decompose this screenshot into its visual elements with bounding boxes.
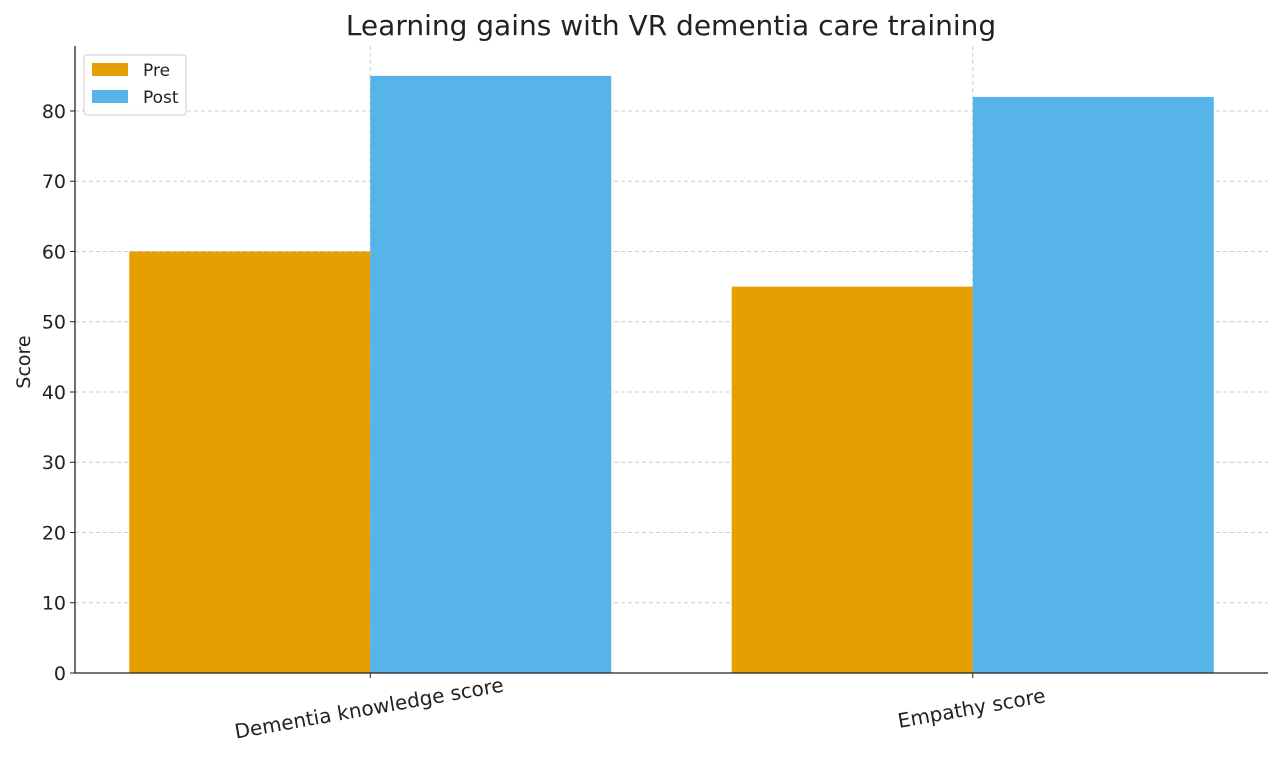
y-tick-label: 10	[42, 593, 66, 615]
legend-label-pre: Pre	[143, 61, 170, 81]
legend-items: Pre Post	[92, 61, 179, 108]
y-axis-label: Score	[13, 335, 35, 388]
y-tick-label: 0	[54, 663, 66, 685]
legend-swatch-pre	[92, 63, 128, 76]
bars-layer	[129, 75, 1214, 674]
y-tick-label: 20	[42, 522, 66, 544]
bar-post-1	[370, 75, 612, 674]
bar-pre-1	[129, 251, 371, 673]
bar-post-2	[972, 96, 1214, 674]
y-tick-label: 30	[42, 452, 66, 474]
bar-pre-2	[731, 286, 973, 673]
y-tick-label: 70	[42, 171, 66, 193]
y-tick-label: 40	[42, 382, 66, 404]
y-tick-label: 80	[42, 101, 66, 123]
x-tick-label: Dementia knowledge score	[233, 673, 506, 744]
y-tick-label: 50	[42, 312, 66, 334]
legend-label-post: Post	[143, 88, 179, 108]
legend-swatch-post	[92, 90, 128, 103]
y-tick-label: 60	[42, 241, 66, 263]
chart-title: Learning gains with VR dementia care tra…	[346, 9, 996, 42]
x-tick-label: Empathy score	[896, 683, 1047, 733]
legend: Pre Post	[83, 54, 187, 116]
axes-layer	[74, 46, 1268, 674]
